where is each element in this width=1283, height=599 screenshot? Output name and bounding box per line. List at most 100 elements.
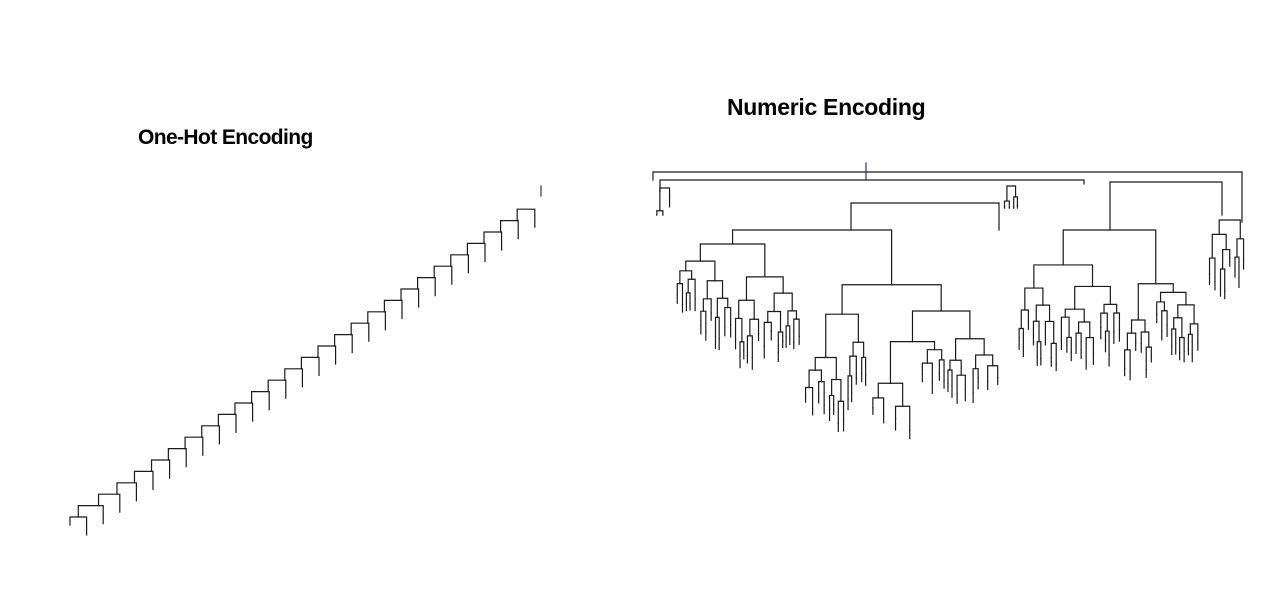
numeric-merge: [787, 310, 798, 327]
numeric-merge: [1077, 321, 1091, 339]
numeric-merge: [1064, 308, 1085, 323]
one-hot-merge: [417, 277, 436, 297]
one-hot-merge: [367, 311, 386, 331]
numeric-merge: [1208, 257, 1216, 283]
numeric-merge: [1075, 332, 1082, 351]
numeric-merge: [746, 335, 753, 358]
numeric-merge: [1222, 248, 1231, 270]
numeric-merge: [1126, 332, 1137, 351]
one-hot-merge: [234, 402, 254, 422]
numeric-merge: [1124, 349, 1131, 374]
numeric-merge: [1062, 229, 1157, 285]
one-hot-merge: [300, 356, 320, 376]
one-hot-dendrogram-title: One-Hot Encoding: [138, 126, 313, 149]
numeric-merge: [1219, 268, 1226, 292]
numeric-merge: [850, 202, 1000, 231]
numeric-merge: [831, 378, 842, 402]
one-hot-merge: [167, 448, 187, 468]
numeric-merge: [828, 394, 835, 410]
numeric-merge: [656, 210, 664, 216]
numeric-merge: [1060, 316, 1070, 341]
one-hot-merge: [184, 436, 204, 456]
one-hot-merge: [133, 470, 154, 490]
one-hot-merge: [500, 220, 519, 240]
numeric-merge: [724, 306, 732, 328]
numeric-merge: [687, 278, 696, 300]
numeric-merge: [877, 382, 904, 407]
numeric-merge: [659, 187, 671, 212]
one-hot-merge: [483, 231, 503, 251]
numeric-merge: [706, 280, 724, 300]
numeric-merge: [1003, 200, 1010, 209]
numeric-merge: [1036, 341, 1042, 360]
numeric-merge: [1145, 346, 1152, 371]
numeric-merge: [714, 316, 720, 339]
numeric-merge: [1100, 312, 1108, 332]
numeric-root-merge: [652, 171, 1243, 223]
numeric-merge: [921, 362, 933, 383]
numeric-merge: [745, 276, 784, 301]
one-hot-merge: [250, 391, 270, 411]
numeric-merge: [1161, 310, 1168, 332]
numeric-merge: [911, 310, 971, 343]
numeric-merge: [1173, 317, 1183, 339]
one-hot-merge: [334, 334, 353, 354]
numeric-merge: [837, 400, 845, 424]
numeric-merge: [679, 270, 693, 285]
numeric-merge: [1103, 303, 1118, 314]
one-hot-merge: [97, 493, 121, 513]
one-hot-merge: [433, 265, 453, 285]
numeric-merge: [1113, 312, 1121, 333]
numeric-merge: [793, 318, 800, 343]
numeric-merge: [987, 365, 999, 383]
numeric-merge: [676, 283, 684, 306]
numeric-dendrogram: [652, 171, 1245, 440]
numeric-merge: [872, 397, 885, 417]
numeric-merge: [1006, 185, 1017, 202]
numeric-merge: [818, 380, 825, 406]
one-hot-merge: [317, 345, 337, 365]
numeric-merge: [763, 321, 772, 347]
numeric-dendrogram-title: Numeric Encoding: [727, 94, 926, 120]
numeric-merge: [1177, 304, 1195, 325]
numeric-merge: [1189, 323, 1199, 344]
one-hot-merge: [267, 379, 287, 399]
one-hot-merge: [350, 322, 370, 342]
numeric-merge: [773, 292, 793, 313]
one-hot-merge: [217, 413, 237, 433]
one-hot-merge: [466, 242, 486, 262]
numeric-merge: [685, 292, 691, 305]
numeric-merge: [1033, 264, 1094, 289]
numeric-merge: [947, 369, 953, 386]
one-hot-merge: [69, 516, 88, 536]
numeric-merge: [1074, 285, 1111, 310]
numeric-merge: [1179, 336, 1185, 354]
numeric-merge: [738, 299, 755, 320]
numeric-merge: [1130, 319, 1146, 334]
numeric-merge: [841, 284, 942, 315]
numeric-merge: [938, 359, 945, 381]
numeric-merge: [700, 310, 707, 333]
numeric-merge: [1024, 287, 1044, 311]
numeric-merge: [1018, 327, 1024, 348]
numeric-merge: [767, 310, 782, 333]
numeric-merge: [1109, 181, 1223, 231]
numeric-merge: [804, 386, 814, 410]
one-hot-merge: [516, 208, 536, 228]
numeric-merge: [975, 354, 994, 370]
numeric-merge: [1044, 320, 1055, 344]
numeric-merge: [972, 368, 979, 393]
numeric-merge: [954, 338, 985, 361]
numeric-merge: [1032, 320, 1040, 343]
numeric-merge: [785, 325, 791, 339]
numeric-merge: [1218, 219, 1241, 240]
numeric-merge: [1171, 328, 1177, 347]
one-hot-merge: [383, 299, 403, 319]
numeric-merge: [749, 318, 760, 337]
numeric-merge: [1137, 283, 1174, 321]
numeric-merge: [1085, 336, 1095, 362]
numeric-merge: [1140, 331, 1150, 348]
numeric-merge: [814, 356, 837, 381]
one-hot-merge: [450, 254, 469, 274]
numeric-merge: [1211, 233, 1227, 259]
